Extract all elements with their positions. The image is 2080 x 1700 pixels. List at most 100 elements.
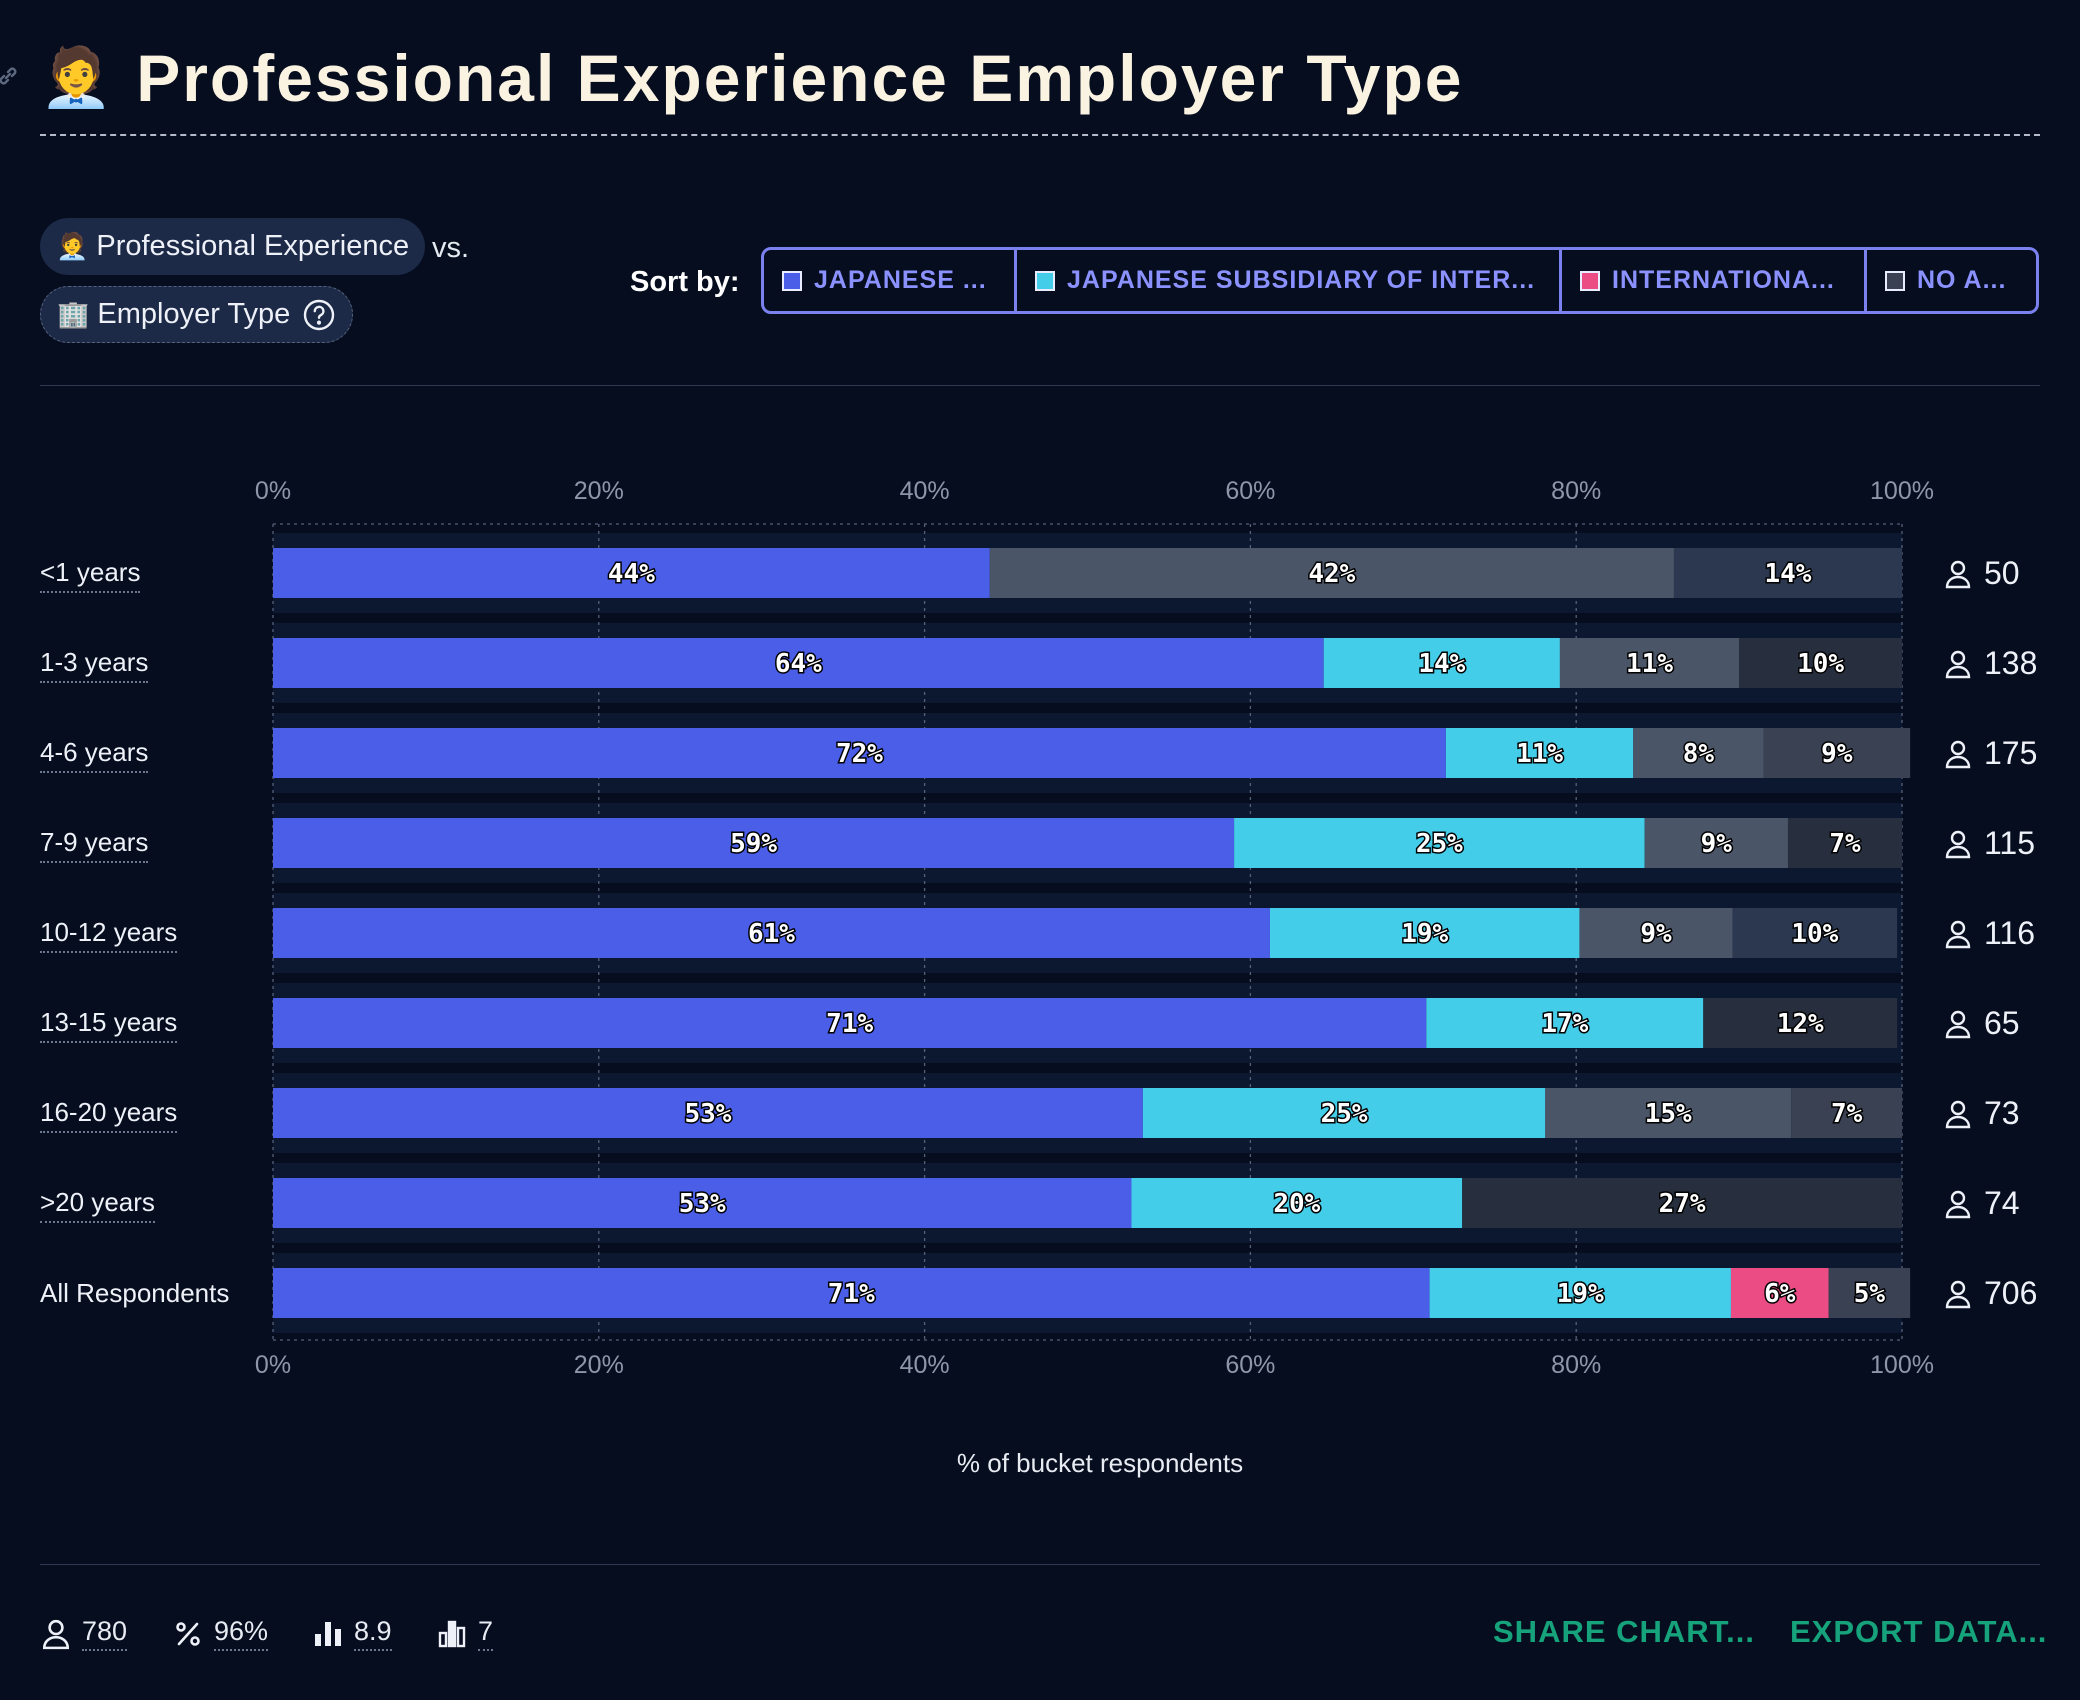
bar-segment (1703, 998, 1898, 1048)
respondent-count: 115 (1944, 825, 2035, 862)
respondent-count: 175 (1944, 735, 2037, 772)
bar-value-label: 64% (775, 649, 822, 679)
bar-value-label: 12% (1777, 1009, 1824, 1039)
row-label[interactable]: 13-15 years (40, 1007, 178, 1043)
row-label: All Respondents (40, 1278, 230, 1308)
response-rate-value: 96% (214, 1616, 269, 1651)
bar-segment (273, 998, 1427, 1048)
total-respondents-value: 780 (82, 1616, 128, 1651)
bar-segment (1323, 638, 1560, 688)
bar-value-label: 44% (608, 559, 655, 589)
bar-segment (1763, 728, 1911, 778)
sort-by-label: Sort by: (630, 266, 740, 298)
bar-segment (1559, 638, 1740, 688)
bar-segment (273, 638, 1324, 688)
bar-value-label: 17% (1541, 1009, 1588, 1039)
building-icon: 🏢 (57, 299, 90, 329)
count-value: 706 (1984, 1275, 2038, 1311)
row-label[interactable]: 7-9 years (40, 827, 149, 863)
person-icon (1945, 560, 1971, 588)
count-value: 115 (1984, 825, 2036, 861)
bar-segment (1426, 998, 1704, 1048)
variable-chip-professional-experience[interactable]: 🧑‍💼 Professional Experience (40, 218, 426, 275)
bar-segment (1579, 908, 1733, 958)
bar-segment (273, 1088, 1143, 1138)
bar-segment (273, 818, 1235, 868)
bar-value-label: 7% (1831, 1099, 1863, 1129)
professional-icon: 🧑‍💼 (40, 45, 113, 110)
respondent-count: 138 (1944, 645, 2037, 682)
export-data-button[interactable]: EXPORT DATA... (1790, 1614, 2048, 1649)
x-tick-label: 0% (255, 1351, 291, 1379)
bar-value-label: 5% (1854, 1279, 1886, 1309)
x-tick-label: 100% (1870, 1351, 1934, 1379)
average-value: 8.9 (312, 1616, 392, 1651)
link-icon[interactable] (0, 64, 20, 88)
person-icon (1945, 1280, 1971, 1308)
respondent-count: 74 (1944, 1185, 2020, 1222)
row-label[interactable]: 16-20 years (40, 1097, 178, 1133)
bar-segment (273, 1178, 1132, 1228)
legend-swatch (1580, 270, 1600, 291)
row-label[interactable]: 4-6 years (40, 737, 149, 773)
bar-value-label: 15% (1645, 1099, 1692, 1129)
bar-value-label: 10% (1791, 919, 1838, 949)
sort-option-japanese-subsidiary[interactable]: JAPANESE SUBSIDIARY OF INTER... (1017, 250, 1562, 311)
count-value: 175 (1984, 735, 2038, 771)
bar-value-label: 6% (1764, 1279, 1796, 1309)
bar-segment (1142, 1088, 1546, 1138)
person-icon (1945, 1010, 1971, 1038)
sort-option-label: JAPANESE SUBSIDIARY OF INTER... (1067, 266, 1536, 294)
outline-bar-chart-icon (438, 1620, 466, 1647)
row-label[interactable]: >20 years (40, 1187, 155, 1223)
bar-value-label: 19% (1401, 919, 1448, 949)
bar-value-label: 14% (1764, 559, 1811, 589)
bar-value-label: 71% (828, 1279, 875, 1309)
bar-value-label: 9% (1701, 829, 1733, 859)
bar-segment (1644, 818, 1788, 868)
legend-swatch (1035, 270, 1055, 291)
sort-option-label: JAPANESE ... (814, 266, 987, 294)
share-chart-button[interactable]: SHARE CHART... (1493, 1614, 1756, 1649)
average-value-number: 8.9 (354, 1616, 392, 1651)
bar-segment (1673, 548, 1902, 598)
count-value: 116 (1984, 915, 2036, 951)
vs-label: vs. (432, 232, 470, 264)
bar-segment (1545, 1088, 1792, 1138)
sort-option-japanese[interactable]: JAPANESE ... (764, 250, 1017, 311)
variable-label: Employer Type (97, 298, 291, 330)
bar-value-label: 11% (1626, 649, 1673, 679)
person-icon (1945, 1100, 1971, 1128)
person-icon (1945, 830, 1971, 858)
bar-value-label: 19% (1557, 1279, 1604, 1309)
x-tick-label: 100% (1870, 477, 1934, 505)
bar-value-label: 27% (1659, 1189, 1706, 1219)
bar-value-label: 10% (1797, 649, 1844, 679)
bar-value-label: 9% (1640, 919, 1672, 949)
bar-value-label: 53% (679, 1189, 726, 1219)
x-tick-label: 60% (1225, 1351, 1275, 1379)
person-icon (1945, 920, 1971, 948)
variable-chip-employer-type[interactable]: 🏢 Employer Type (40, 286, 354, 343)
row-label[interactable]: 10-12 years (40, 917, 178, 953)
row-label[interactable]: <1 years (40, 557, 141, 593)
sort-options: JAPANESE ... JAPANESE SUBSIDIARY OF INTE… (761, 247, 2039, 314)
section-divider (40, 385, 2040, 386)
row-label[interactable]: 1-3 years (40, 647, 149, 683)
x-tick-label: 80% (1551, 1351, 1601, 1379)
count-value: 73 (1984, 1095, 2020, 1131)
count-value: 50 (1984, 555, 2020, 591)
legend-swatch (782, 270, 802, 291)
count-value: 65 (1984, 1005, 2020, 1041)
bar-value-label: 42% (1308, 559, 1355, 589)
sort-option-international[interactable]: INTERNATIONA... (1562, 250, 1867, 311)
variable-label: Professional Experience (96, 230, 410, 262)
sort-option-no-answer[interactable]: NO A... (1867, 250, 2036, 311)
bar-segment (1633, 728, 1764, 778)
help-icon[interactable] (302, 298, 336, 332)
bar-segment (1739, 638, 1902, 688)
count-value: 74 (1984, 1185, 2020, 1221)
bar-segment (989, 548, 1674, 598)
respondent-count: 706 (1944, 1275, 2037, 1312)
bar-segment (1828, 1268, 1911, 1318)
